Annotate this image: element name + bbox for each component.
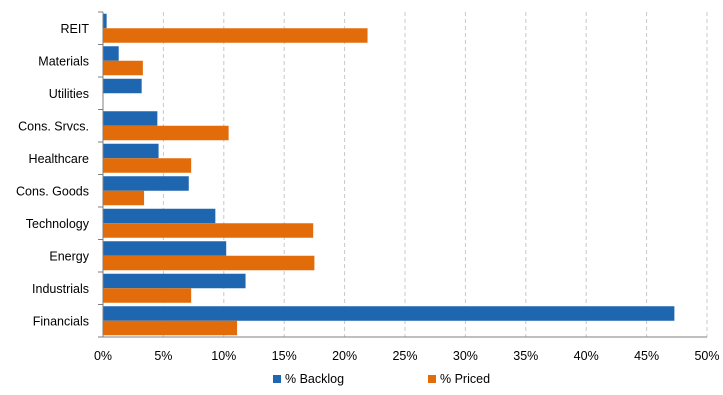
x-tick-label: 30% [453,349,478,363]
x-tick-label: 20% [332,349,357,363]
bar-priced [103,60,143,76]
axes: 0% 5% 10% 15% 20% 25% 30% 35% 40% 45% 50% REIT Mater… [16,11,720,363]
x-tick-label: 5% [154,349,172,363]
bar-backlog [103,176,189,191]
gridlines [162,12,708,337]
x-tick-label: 0% [94,349,112,363]
bar-priced [103,320,238,336]
x-tick-label: 25% [392,349,417,363]
category-label: Cons. Goods [16,184,89,198]
category-label: Financials [33,314,89,328]
category-label: Healthcare [29,152,89,166]
x-tick-label: 50% [694,349,719,363]
x-tick-label: 45% [634,349,659,363]
legend: % Backlog % Priced [273,372,490,386]
legend-swatch [273,375,281,383]
category-label: Industrials [32,282,89,296]
bar-backlog [103,208,216,224]
category-label: Materials [38,54,89,68]
bar-backlog [103,111,158,126]
bars [103,13,675,336]
category-label: Utilities [49,87,89,101]
bar-backlog [103,273,246,289]
legend-label: % Backlog [285,372,344,386]
bar-priced [103,288,192,303]
legend-swatch [428,375,436,383]
category-label: Energy [49,249,89,263]
bar-priced [103,255,315,271]
bar-priced [103,158,192,173]
x-tick-label: 40% [574,349,599,363]
bar-backlog [103,78,142,94]
bar-backlog [103,143,159,159]
x-tick-label: 35% [513,349,538,363]
category-label: Technology [26,217,90,231]
category-label: REIT [61,22,90,36]
bar-backlog [103,13,107,29]
legend-label: % Priced [440,372,490,386]
bar-priced [103,28,368,43]
bar-backlog [103,46,119,61]
bar-backlog [103,306,675,321]
bar-backlog [103,241,227,256]
bar-priced [103,125,229,141]
x-tick-label: 15% [272,349,297,363]
bar-priced [103,223,314,238]
bar-priced [103,190,145,206]
category-label: Cons. Srvcs. [18,119,89,133]
x-tick-label: 10% [211,349,236,363]
